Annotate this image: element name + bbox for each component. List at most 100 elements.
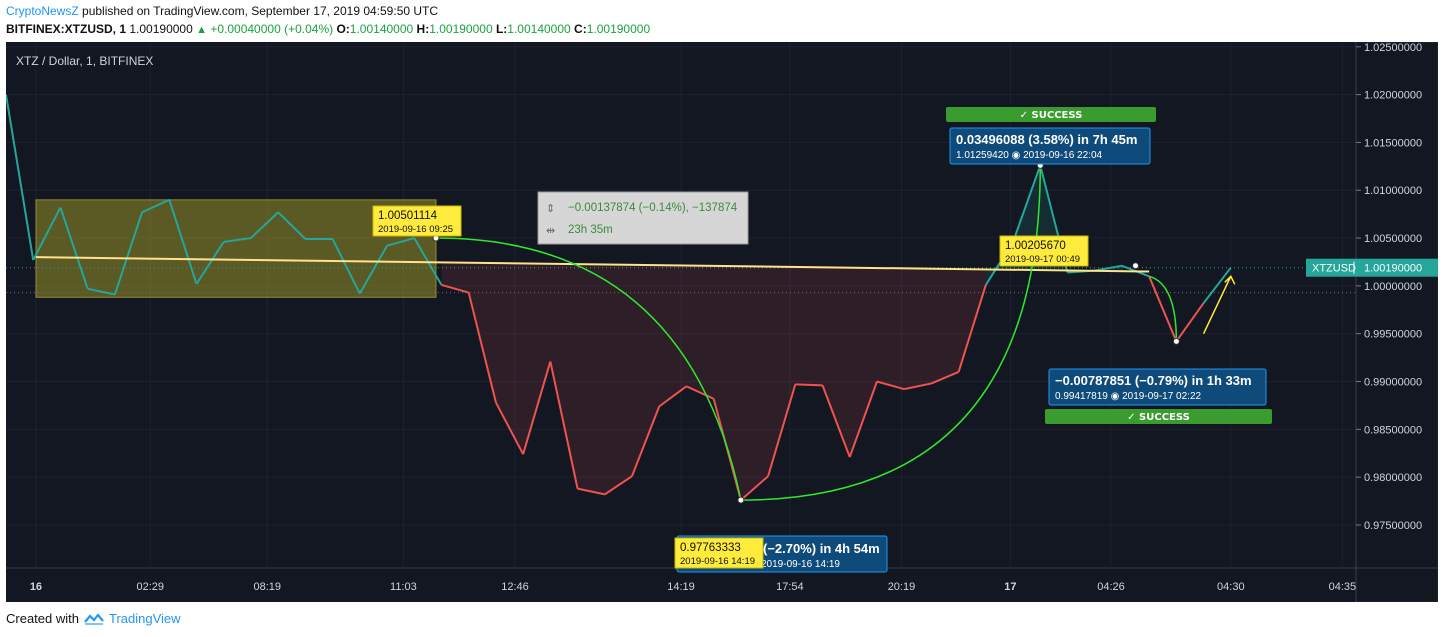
range-icon: ⇕	[546, 202, 555, 215]
y-tick-label: 1.02000000	[1364, 90, 1422, 102]
y-tick-label: 1.01500000	[1364, 137, 1422, 149]
author-link[interactable]: CryptoNewsZ	[6, 4, 79, 18]
range-rectangle	[35, 199, 437, 298]
y-tick-label: 0.98000000	[1364, 472, 1422, 484]
callout-bg	[372, 205, 462, 237]
y-tick-label: 0.98500000	[1364, 424, 1422, 436]
price-segment	[577, 487, 605, 496]
callout-price: 1.00501114	[378, 210, 438, 222]
price-segment	[87, 287, 116, 296]
price-change: +0.00040000 (+0.04%)	[210, 22, 334, 36]
x-tick-label: 16	[30, 581, 42, 593]
price-segment	[358, 245, 388, 295]
open-value: 1.00140000	[349, 22, 414, 36]
high-value: 1.00190000	[429, 22, 493, 36]
y-tick-label: 0.99000000	[1364, 377, 1422, 389]
price-segment	[686, 385, 715, 400]
badge-bg	[1048, 368, 1267, 406]
price-segment	[903, 382, 932, 391]
price-segment	[441, 283, 469, 294]
x-tick-label: 17	[1004, 581, 1016, 593]
high-label: H:	[416, 22, 430, 36]
tradingview-link[interactable]: TradingView	[108, 611, 181, 626]
x-tick-label: 04:30	[1217, 581, 1245, 593]
footer: Created with TradingView	[6, 611, 181, 626]
x-tick-label: 08:19	[254, 581, 282, 593]
up-triangle-icon: ▲	[196, 24, 207, 36]
y-tick-label: 1.00000000	[1364, 281, 1422, 293]
close-label: C:	[574, 22, 587, 36]
price-segment	[631, 406, 661, 477]
price-segment	[876, 380, 905, 391]
price-segment	[1175, 302, 1205, 342]
trend-line	[35, 256, 1150, 273]
price-segment	[6, 94, 35, 261]
callout-date: 2019-09-17 00:49	[1005, 254, 1080, 265]
price-segment	[604, 475, 633, 496]
tradingview-logo-icon	[84, 612, 104, 625]
price-label-value: 1.00190000	[1364, 263, 1422, 275]
price-segment	[1148, 275, 1178, 342]
published-text: published on TradingView.com, September …	[82, 4, 439, 18]
point-marker	[1132, 262, 1140, 270]
measure-box-bg	[537, 191, 749, 245]
x-tick-label: 04:35	[1329, 581, 1357, 593]
trade-badge: 0.03496088 (3.58%) in 7h 45m 1.01259420 ◉…	[946, 107, 1156, 165]
callout-date: 2019-09-16 14:19	[680, 556, 755, 567]
badge-detail-text: 2019-09-16 14:19	[761, 559, 840, 570]
x-tick-label: 11:03	[390, 581, 417, 593]
price-segment	[740, 475, 769, 501]
success-badge-text: ✓ SUCCESS	[1127, 412, 1190, 423]
low-value: 1.00140000	[507, 22, 571, 36]
price-segment	[1012, 165, 1042, 243]
price-segment	[59, 207, 89, 290]
projection-arc	[1148, 275, 1178, 342]
measure-box: ⇕ −0.00137874 (−0.14%), −137874 ⇹ 23h 35m	[537, 191, 749, 245]
yellow-arrow	[1202, 275, 1232, 335]
measure-change-text: −0.00137874 (−0.14%), −137874	[568, 202, 738, 214]
point-marker	[1172, 337, 1180, 345]
chart-background	[6, 42, 1438, 602]
y-tick-label: 1.02500000	[1364, 42, 1422, 54]
price-segment	[495, 402, 525, 455]
duration-icon: ⇹	[546, 224, 555, 237]
price-segment	[32, 206, 62, 261]
low-label: L:	[495, 22, 508, 36]
created-with-text: Created with	[6, 611, 79, 626]
price-segment	[141, 198, 170, 214]
trade-badge: −0.00787851 (−0.79%) in 1h 33m 0.99417819…	[1045, 368, 1272, 424]
success-badge-text: ✓ SUCCESS	[1020, 110, 1083, 121]
price-segment	[957, 284, 987, 373]
success-badge-bg	[946, 107, 1156, 122]
ohlc-bar: BITFINEX:XTZUSD, 1 1.00190000 ▲ +0.00040…	[6, 22, 650, 36]
badge-bg	[949, 127, 1151, 165]
price-label-symbol: XTZUSD	[1312, 263, 1356, 275]
yellow-arrow-head	[1224, 275, 1236, 285]
x-tick-label: 12:46	[501, 581, 529, 593]
price-segment	[931, 371, 960, 385]
price-axis	[1355, 42, 1438, 602]
down-shading	[441, 262, 986, 501]
x-tick-label: 14:19	[667, 581, 695, 593]
price-callout: 1.00501114 2019-09-16 09:25	[372, 205, 462, 237]
price-chart[interactable]: 1.02500000 1.02000000 1.01500000 1.01000000…	[6, 42, 1438, 602]
price-segment	[277, 211, 307, 240]
point-marker	[737, 496, 745, 504]
price-segment	[467, 292, 497, 403]
price-segment	[250, 211, 279, 239]
publish-info: CryptoNewsZ published on TradingView.com…	[6, 4, 438, 18]
projection-arc	[436, 237, 742, 501]
price-callout: 0.97763333 2019-09-16 14:19	[674, 537, 764, 569]
y-tick-label: 1.01000000	[1364, 185, 1422, 197]
price-segment	[195, 241, 225, 285]
price-segment	[113, 211, 144, 295]
open-label: O:	[336, 22, 350, 36]
price-segment	[549, 361, 579, 489]
price-segment	[522, 361, 552, 455]
price-segment	[767, 384, 797, 477]
chart-title: XTZ / Dollar, 1, BITFINEX	[16, 54, 153, 68]
price-segment	[795, 383, 823, 387]
symbol-label: BITFINEX:XTZUSD, 1	[6, 22, 127, 36]
badge-change-text: (−2.70%) in 4h 54m	[763, 541, 880, 556]
badge-change-text: −0.00787851 (−0.79%) in 1h 33m	[1055, 373, 1252, 388]
